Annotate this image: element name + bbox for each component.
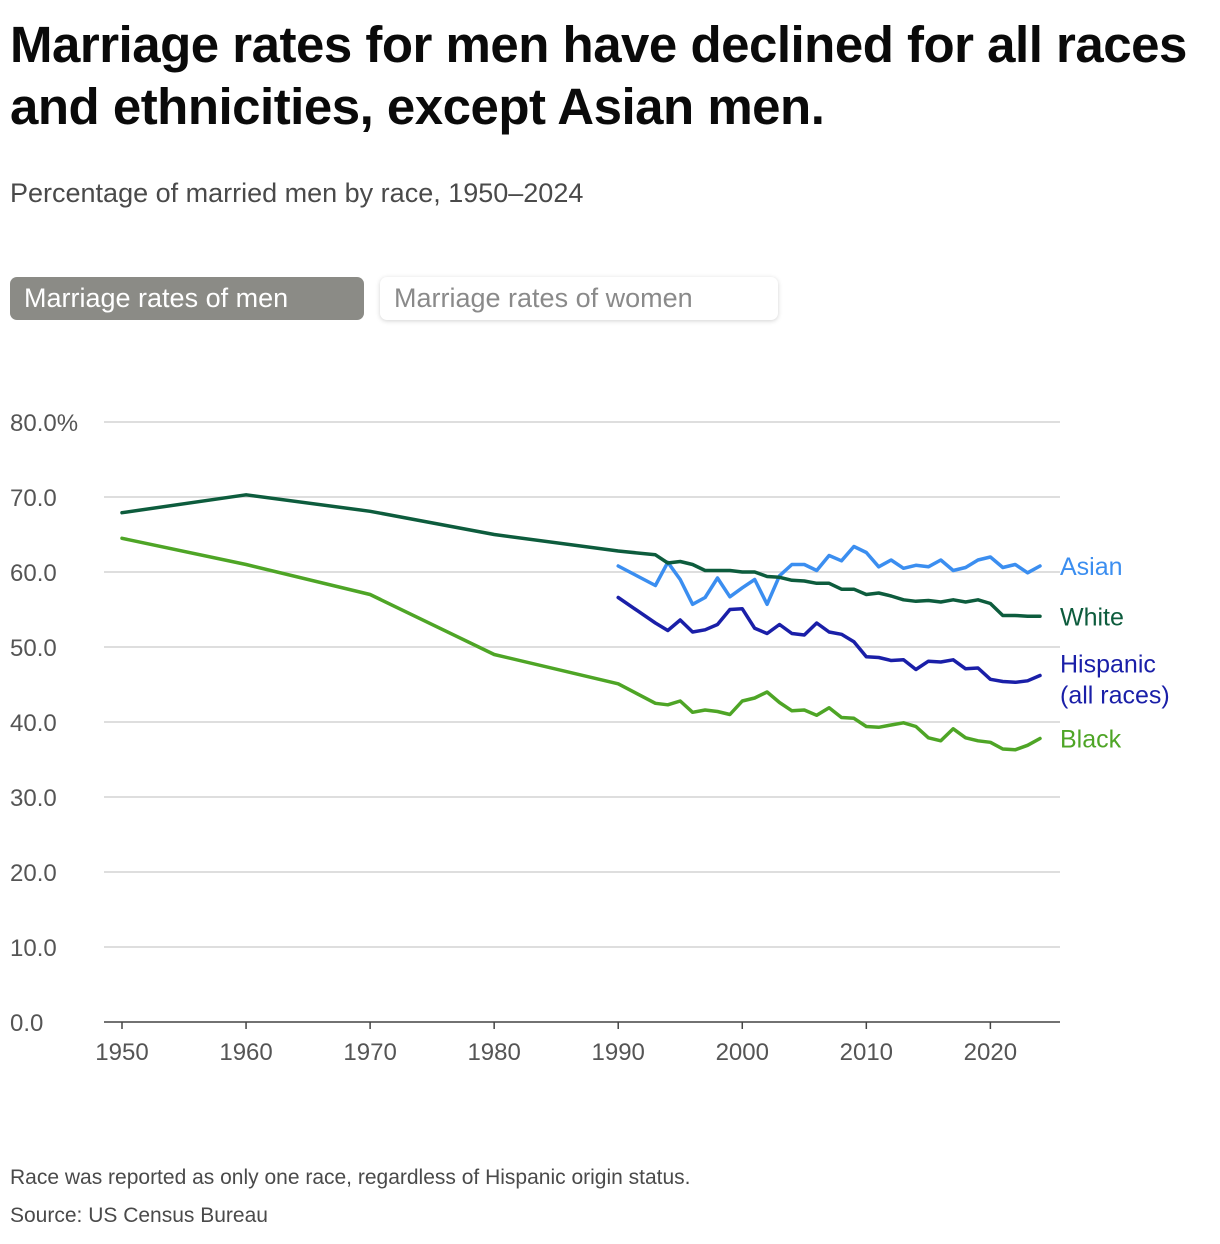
y-tick-label: 60.0 bbox=[10, 560, 57, 587]
series-line-black bbox=[120, 536, 1042, 752]
y-tick-label: 80.0% bbox=[10, 410, 78, 437]
x-tick-label: 1960 bbox=[219, 1039, 272, 1066]
y-tick-label: 30.0 bbox=[10, 785, 57, 812]
y-tick-label: 50.0 bbox=[10, 635, 57, 662]
chart-subtitle: Percentage of married men by race, 1950–… bbox=[10, 178, 584, 208]
chart-title: Marriage rates for men have declined for… bbox=[10, 16, 1187, 135]
y-tick-label: 0.0 bbox=[10, 1010, 43, 1037]
x-tick-label: 2020 bbox=[964, 1039, 1017, 1066]
series-line-white bbox=[120, 493, 1042, 619]
x-tick-label: 2010 bbox=[840, 1039, 893, 1066]
x-tick-label: 1980 bbox=[467, 1039, 520, 1066]
y-tick-label: 40.0 bbox=[10, 710, 57, 737]
footnote: Race was reported as only one race, rega… bbox=[10, 1166, 691, 1189]
series-label-hispanic-all-races: Hispanic bbox=[1060, 651, 1156, 679]
series-label-asian: Asian bbox=[1060, 553, 1123, 581]
y-tick-label: 20.0 bbox=[10, 860, 57, 887]
x-tick-label: 1950 bbox=[95, 1039, 148, 1066]
series-label-black: Black bbox=[1060, 726, 1122, 754]
series-line-hispanic-all-races bbox=[616, 595, 1042, 685]
men-toggle-button[interactable]: Marriage rates of men bbox=[10, 277, 364, 320]
line-chart: 0.0 10.0 20.0 30.0 40.0 50.0 60.0 70.0 80.0% 1950… bbox=[10, 410, 1170, 1066]
y-tick-label: 10.0 bbox=[10, 935, 57, 962]
x-tick-label: 1970 bbox=[343, 1039, 396, 1066]
y-tick-label: 70.0 bbox=[10, 485, 57, 512]
source-note: Source: US Census Bureau bbox=[10, 1204, 268, 1227]
series-label-hispanic-all-races: (all races) bbox=[1060, 682, 1170, 710]
x-tick-label: 2000 bbox=[716, 1039, 769, 1066]
women-toggle-button[interactable]: Marriage rates of women bbox=[380, 277, 778, 320]
x-tick-label: 1990 bbox=[592, 1039, 645, 1066]
series-line-asian bbox=[616, 544, 1042, 607]
series-label-white: White bbox=[1060, 603, 1124, 631]
